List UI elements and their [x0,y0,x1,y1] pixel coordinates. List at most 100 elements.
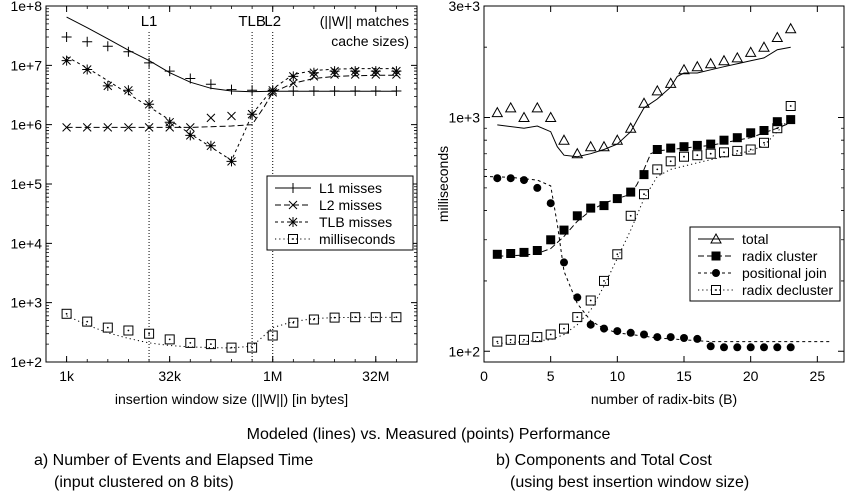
marker-x [227,111,236,121]
data-point [391,66,402,77]
marker-square [144,328,155,339]
data-point [61,55,72,66]
marker-filled-square [711,251,721,261]
series-model-line [497,46,791,158]
data-point [288,71,299,82]
data-point [678,63,690,75]
marker-square [679,151,689,162]
data-point [772,123,783,134]
marker-asterisk [288,71,299,82]
legend-label: L2 misses [319,197,382,213]
data-point [785,101,796,111]
data-point [62,123,71,132]
marker-filled-square [506,249,516,258]
data-point [519,247,529,257]
annotation-line: (||W|| matches [320,13,409,29]
marker-filled-square [572,211,582,221]
data-point [664,77,677,88]
data-point [573,293,582,302]
marker-square [288,317,299,328]
data-point [288,317,299,328]
marker-asterisk [102,80,113,91]
data-point [505,334,516,345]
marker-plus [144,57,155,68]
marker-filled-circle [573,293,582,302]
marker-dot [576,316,579,318]
data-point [626,328,635,337]
marker-x [288,200,298,210]
data-point [267,330,278,341]
y-tick-label: 1e+6 [10,117,42,133]
marker-asterisk [144,99,155,110]
marker-dot [168,338,171,341]
marker-dot [148,332,150,335]
data-point [519,334,529,345]
data-point [711,251,721,261]
marker-asterisk [82,64,93,75]
marker-asterisk [164,117,175,128]
data-point [247,85,258,96]
legend-label: radix decluster [742,282,833,298]
main-caption: Modeled (lines) vs. Measured (points) Pe… [246,426,611,443]
data-point [732,145,743,156]
y-axis-label: milliseconds [435,146,451,222]
marker-plus [226,84,237,95]
data-point [559,225,569,235]
marker-square [61,308,72,319]
data-point [247,342,258,353]
data-point [719,147,729,158]
y-tick-label: 1e+2 [448,343,480,359]
marker-plus [205,79,216,90]
marker-filled-circle [626,328,635,337]
marker-triangle [691,60,704,72]
marker-plus [288,183,298,193]
x-tick-label: 15 [676,368,692,384]
data-point [288,78,298,88]
marker-square [370,312,381,323]
left-caption-line1: a) Number of Events and Elapsed Time [34,452,314,469]
marker-triangle [504,101,517,113]
marker-dot [86,320,89,323]
data-point [350,66,361,77]
data-point [124,123,133,132]
data-point [572,211,582,221]
left-caption-line2: (input clustered on 8 bits) [54,474,234,491]
x-tick-label: 20 [743,368,759,384]
marker-plus [329,86,340,96]
marker-triangle [518,111,530,122]
data-point [123,85,134,96]
data-point [746,343,755,352]
legend-label: total [742,231,768,247]
marker-filled-square [639,170,649,180]
marker-filled-circle [560,258,568,267]
marker-filled-circle [786,343,795,352]
marker-dot [763,141,765,144]
marker-triangle [598,140,610,152]
data-point [692,140,702,150]
data-point [185,73,196,84]
data-point [247,109,258,120]
marker-dot [749,148,752,151]
data-point [732,133,742,143]
marker-filled-circle [533,183,542,192]
marker-filled-square [706,139,716,149]
data-point [164,334,175,345]
data-point [746,128,756,138]
marker-filled-circle [506,174,515,183]
marker-filled-circle [760,343,768,352]
marker-plus [391,86,402,96]
series-model-line [66,56,397,162]
x-axis-label: insertion window size (||W||) [in bytes] [115,391,348,407]
marker-square [599,275,609,286]
marker-filled-square [586,203,596,213]
marker-dot [189,342,192,344]
y-tick-label: 1e+2 [10,354,42,370]
marker-x [103,123,113,132]
marker-filled-circle [600,324,608,333]
y-tick-label: 1e+7 [10,57,42,73]
marker-filled-square [772,117,782,127]
marker-square [719,147,729,158]
data-point [102,41,113,52]
